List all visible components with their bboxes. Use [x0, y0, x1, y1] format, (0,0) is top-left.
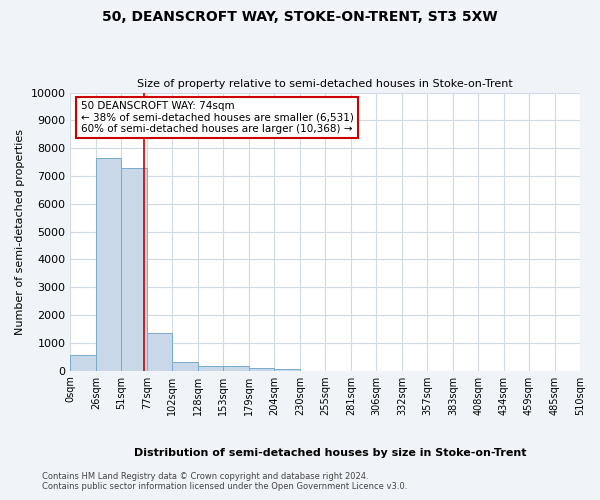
- Text: 50, DEANSCROFT WAY, STOKE-ON-TRENT, ST3 5XW: 50, DEANSCROFT WAY, STOKE-ON-TRENT, ST3 …: [102, 10, 498, 24]
- Bar: [223, 366, 249, 370]
- Text: Contains HM Land Registry data © Crown copyright and database right 2024.: Contains HM Land Registry data © Crown c…: [42, 472, 368, 481]
- Bar: [148, 332, 172, 370]
- Text: 50 DEANSCROFT WAY: 74sqm
← 38% of semi-detached houses are smaller (6,531)
60% o: 50 DEANSCROFT WAY: 74sqm ← 38% of semi-d…: [80, 101, 353, 134]
- Bar: [70, 356, 97, 370]
- Text: Distribution of semi-detached houses by size in Stoke-on-Trent: Distribution of semi-detached houses by …: [134, 448, 526, 458]
- Bar: [249, 368, 274, 370]
- Text: Contains public sector information licensed under the Open Government Licence v3: Contains public sector information licen…: [42, 482, 407, 491]
- Bar: [97, 158, 121, 370]
- Y-axis label: Number of semi-detached properties: Number of semi-detached properties: [15, 128, 25, 334]
- Title: Size of property relative to semi-detached houses in Stoke-on-Trent: Size of property relative to semi-detach…: [137, 79, 513, 89]
- Bar: [274, 369, 300, 370]
- Bar: [121, 168, 148, 370]
- Bar: [199, 366, 223, 370]
- Bar: [172, 362, 199, 370]
